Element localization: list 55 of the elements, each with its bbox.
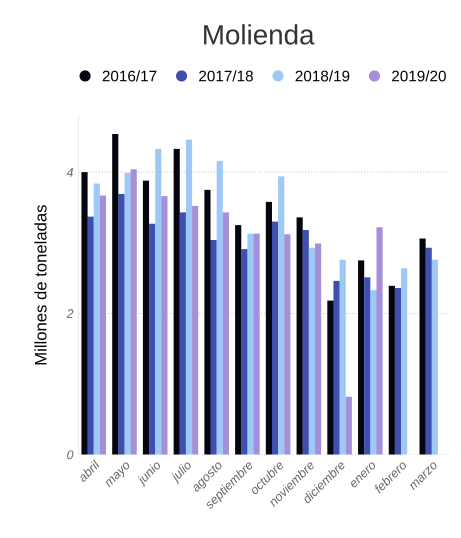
bar	[401, 268, 408, 455]
legend-label: 2017/18	[199, 70, 253, 82]
bar	[364, 277, 370, 455]
bar	[296, 217, 303, 455]
bar	[266, 202, 272, 455]
bar	[346, 396, 352, 455]
bar	[426, 248, 432, 455]
bar	[100, 195, 106, 455]
bar	[327, 300, 334, 455]
bar	[272, 222, 278, 455]
bar	[394, 288, 402, 455]
bar	[432, 260, 438, 455]
bar	[247, 234, 254, 455]
bar	[358, 260, 364, 455]
bar	[94, 183, 100, 455]
bar	[315, 243, 322, 455]
bar	[180, 212, 186, 455]
legend-label: 2018/19	[296, 70, 350, 82]
bar	[130, 169, 137, 455]
y-tick-label: 4	[66, 168, 74, 177]
bar	[112, 134, 118, 455]
legend-label: 2016/17	[102, 70, 156, 82]
bar	[376, 227, 383, 455]
bar	[302, 230, 309, 455]
bar	[155, 148, 162, 455]
bar	[340, 260, 346, 455]
bar	[149, 224, 156, 455]
bar	[118, 194, 124, 455]
bar	[308, 248, 316, 455]
bar	[254, 234, 260, 455]
bar	[204, 190, 211, 455]
bar	[174, 148, 180, 455]
bar	[124, 172, 131, 455]
chart-title: Molienda	[204, 24, 315, 45]
bar	[278, 176, 284, 455]
bar	[222, 212, 229, 455]
bar	[88, 216, 94, 455]
bar	[333, 280, 340, 455]
bar	[142, 180, 150, 455]
y-tick-label: 2	[66, 309, 74, 318]
bar	[186, 140, 192, 455]
bar	[370, 290, 376, 455]
y-axis-title: Millones de toneladas	[34, 205, 47, 364]
bar	[192, 206, 198, 455]
bar	[210, 240, 217, 455]
bar	[235, 225, 242, 455]
y-tick-label: 0	[67, 450, 74, 460]
bar	[420, 238, 426, 455]
bar	[216, 160, 223, 455]
legend-label: 2019/20	[392, 70, 446, 82]
bar	[161, 196, 168, 455]
bar	[241, 249, 248, 455]
bar	[284, 234, 290, 455]
bar	[388, 286, 395, 455]
bar	[81, 172, 88, 455]
